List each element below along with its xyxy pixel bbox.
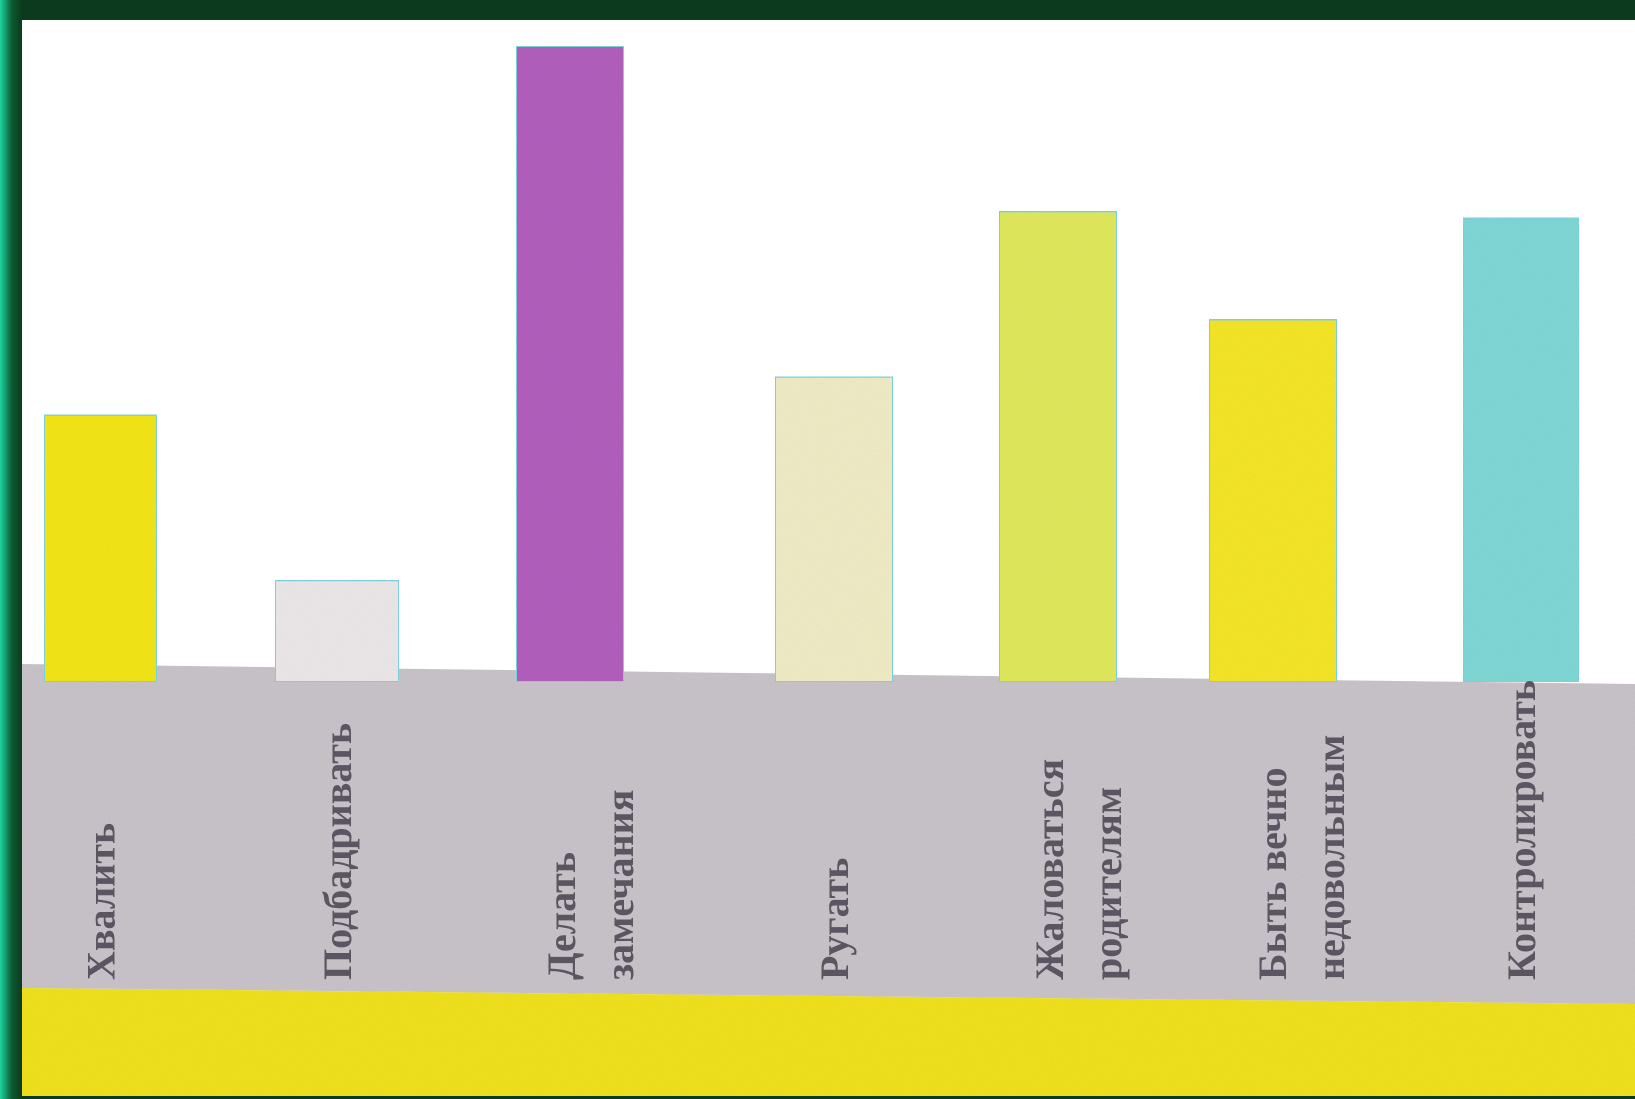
bar-chart: Хвалить Подбадривать Делать замечания Ругать… bbox=[22, 45, 1635, 1096]
bar-2 bbox=[274, 579, 400, 683]
category-label-7: Контролировать bbox=[1499, 680, 1544, 980]
bar-7 bbox=[1462, 216, 1580, 683]
category-label-6-line-2: недовольным bbox=[1308, 735, 1353, 980]
category-label-5-line-1: Жаловаться bbox=[1027, 759, 1072, 980]
category-label-5-line-2: родителям bbox=[1085, 787, 1130, 980]
category-label-2: Подбадривать bbox=[315, 723, 360, 980]
chart-paper: Хвалить Подбадривать Делать замечания Ругать… bbox=[22, 20, 1635, 1096]
bar-5 bbox=[998, 210, 1118, 684]
bar-6 bbox=[1208, 318, 1338, 683]
category-labels: Хвалить Подбадривать Делать замечания Ругать… bbox=[79, 680, 1545, 980]
bar-3 bbox=[515, 45, 625, 683]
category-label-3-line-2: замечания bbox=[597, 790, 642, 980]
category-label-4: Ругать bbox=[812, 858, 857, 980]
category-label-6-line-1: Быть вечно bbox=[1250, 768, 1295, 980]
grey-label-band bbox=[22, 664, 1635, 1004]
bar-1 bbox=[43, 413, 158, 683]
bar-4 bbox=[774, 375, 894, 683]
yellow-bottom-band bbox=[22, 988, 1635, 1096]
background-bands bbox=[22, 664, 1635, 1096]
category-label-1: Хвалить bbox=[79, 823, 124, 980]
bars-group bbox=[43, 45, 1580, 684]
category-label-3-line-1: Делать bbox=[539, 852, 584, 980]
